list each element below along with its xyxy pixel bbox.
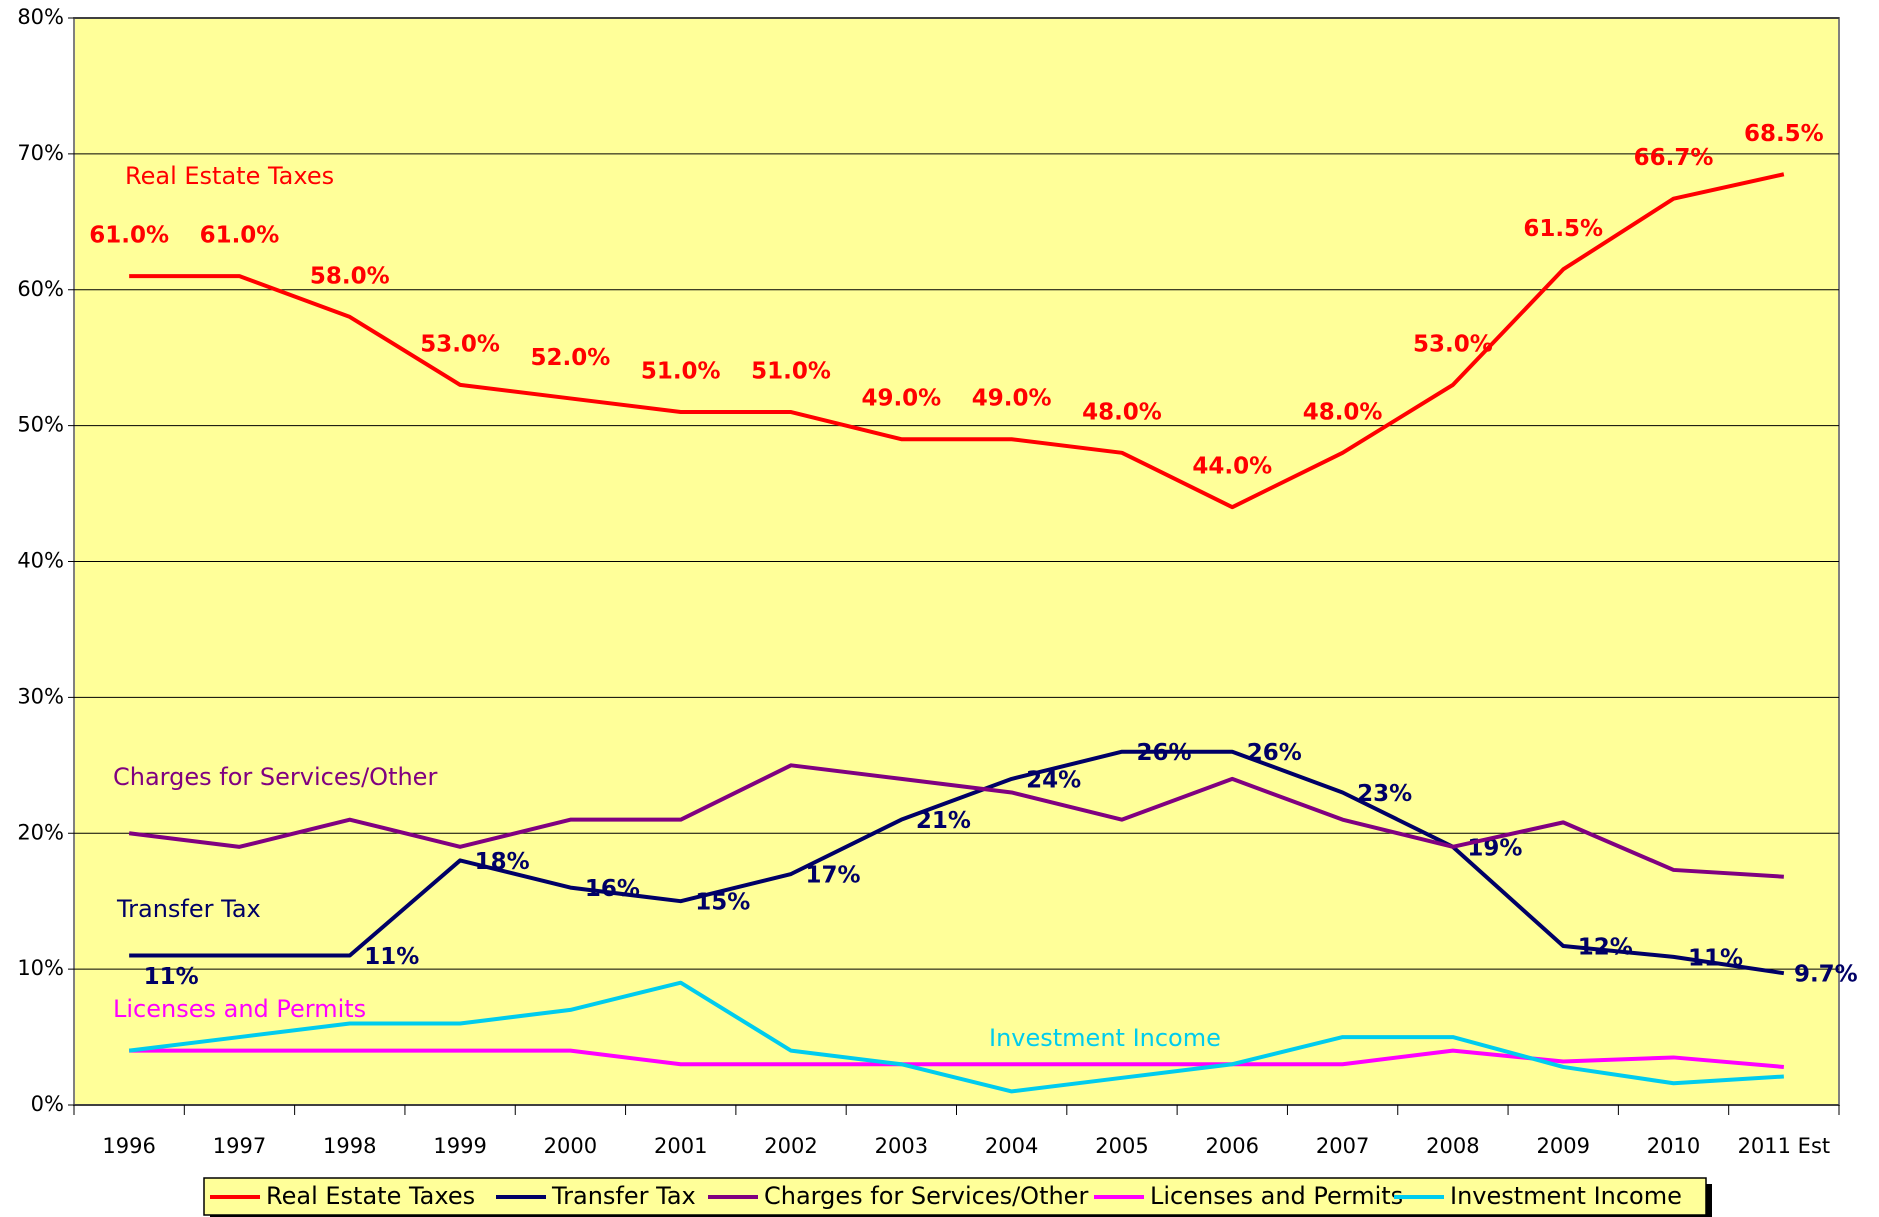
data-label: 61.5%	[1523, 216, 1603, 242]
series-line	[128, 980, 1784, 1094]
data-label: 26%	[1247, 740, 1302, 766]
y-tick-label: 0%	[31, 1092, 64, 1116]
x-tick-label: 2000	[544, 1134, 597, 1158]
data-label: 11%	[144, 964, 199, 990]
series-annotation: Licenses and Permits	[113, 995, 366, 1023]
x-tick-label: 2004	[985, 1134, 1038, 1158]
data-label: 23%	[1357, 781, 1412, 807]
x-tick-label: 2007	[1316, 1134, 1369, 1158]
y-tick-label: 10%	[17, 956, 64, 980]
data-label: 16%	[585, 876, 640, 902]
data-label: 58.0%	[310, 263, 390, 289]
data-label: 66.7%	[1634, 145, 1714, 171]
series-line	[129, 1048, 1785, 1069]
y-tick-label: 40%	[17, 549, 64, 573]
series-line	[129, 749, 1785, 976]
y-tick-label: 60%	[17, 277, 64, 301]
x-tick-label: 2008	[1426, 1134, 1479, 1158]
data-label: 44.0%	[1192, 454, 1272, 480]
data-label: 51.0%	[641, 359, 721, 385]
x-tick-label: 2006	[1206, 1134, 1259, 1158]
legend-label: Real Estate Taxes	[266, 1182, 475, 1210]
y-tick-label: 80%	[17, 5, 64, 29]
data-label: 15%	[695, 890, 750, 916]
x-tick-label: 1996	[102, 1134, 155, 1158]
data-label: 49.0%	[972, 386, 1052, 412]
x-tick-label: 2010	[1647, 1134, 1700, 1158]
data-label: 9.7%	[1794, 962, 1858, 988]
legend-label: Licenses and Permits	[1150, 1182, 1403, 1210]
data-label: 11%	[364, 944, 419, 970]
data-label: 17%	[806, 863, 861, 889]
x-tick-label: 2002	[764, 1134, 817, 1158]
data-label: 61.0%	[200, 223, 280, 249]
x-tick-label: 1997	[213, 1134, 266, 1158]
y-tick-label: 70%	[17, 141, 64, 165]
legend-box	[203, 1177, 1707, 1216]
data-label: 51.0%	[751, 359, 831, 385]
x-tick-label: 2005	[1095, 1134, 1148, 1158]
data-label: 18%	[475, 849, 530, 875]
data-label: 53.0%	[420, 331, 500, 357]
y-tick-label: 20%	[17, 820, 64, 844]
x-tick-label: 1999	[433, 1134, 486, 1158]
series-annotation: Real Estate Taxes	[125, 162, 334, 190]
series-annotation: Investment Income	[989, 1024, 1221, 1052]
data-label: 53.0%	[1413, 331, 1493, 357]
legend-label: Charges for Services/Other	[764, 1182, 1088, 1210]
y-tick-label: 30%	[17, 684, 64, 708]
data-label: 12%	[1578, 935, 1633, 961]
data-label: 48.0%	[1303, 399, 1383, 425]
data-label: 11%	[1688, 945, 1743, 971]
data-label: 21%	[916, 808, 971, 834]
legend-label: Transfer Tax	[551, 1182, 696, 1210]
x-tick-label: 2009	[1536, 1134, 1589, 1158]
series-annotation: Charges for Services/Other	[113, 763, 437, 791]
x-tick-label: 2001	[654, 1134, 707, 1158]
series-line	[128, 763, 1784, 879]
x-tick-label: 1998	[323, 1134, 376, 1158]
x-tick-label: 2011 Est	[1738, 1134, 1831, 1158]
legend-label: Investment Income	[1450, 1182, 1682, 1210]
y-tick-label: 50%	[17, 413, 64, 437]
series-annotation: Transfer Tax	[116, 895, 261, 923]
x-tick-label: 2003	[875, 1134, 928, 1158]
data-label: 24%	[1026, 767, 1081, 793]
data-label: 61.0%	[89, 223, 169, 249]
data-label: 49.0%	[861, 386, 941, 412]
data-label: 68.5%	[1744, 121, 1824, 147]
series-line	[129, 172, 1785, 510]
data-label: 26%	[1136, 740, 1191, 766]
data-label: 52.0%	[531, 345, 611, 371]
data-label: 48.0%	[1082, 399, 1162, 425]
